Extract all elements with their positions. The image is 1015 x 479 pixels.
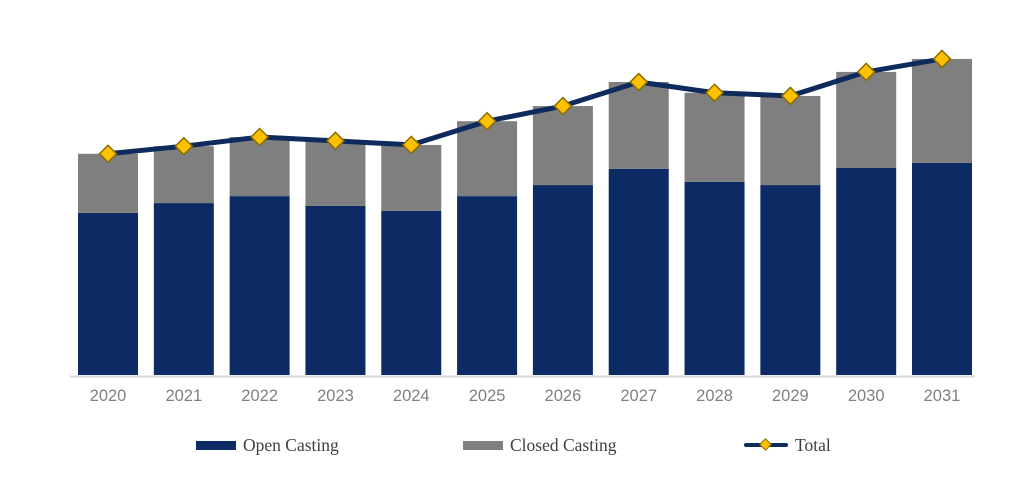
x-tick-2024: 2024 [393, 387, 430, 405]
total-marker-2027 [629, 72, 649, 92]
bar-open-casting-2025 [457, 196, 518, 375]
bar-open-casting-2026 [532, 185, 593, 375]
total-line [105, 56, 945, 157]
x-axis-tick-labels: 2020 2021 2022 2023 2024 2025 2026 2027 2028 2029… [90, 387, 961, 405]
bar-open-casting-2028 [684, 181, 745, 375]
bar-closed-casting-2020 [78, 153, 138, 213]
bar-closed-casting-2026 [532, 106, 593, 186]
x-tick-2028: 2028 [696, 387, 733, 405]
chart-legend: Open Casting Closed Casting Total [0, 431, 1015, 459]
bar-open-casting-2024 [381, 210, 442, 375]
x-tick-2023: 2023 [317, 387, 354, 405]
x-tick-2020: 2020 [90, 387, 127, 405]
total-marker-2028 [704, 83, 725, 103]
x-tick-2026: 2026 [545, 387, 582, 405]
bar-closed-casting-2027 [608, 82, 669, 169]
open-casting-swatch [196, 440, 236, 450]
legend-item-open-casting: Open Casting [196, 431, 339, 459]
total-line-markers [98, 49, 952, 164]
x-tick-2027: 2027 [620, 387, 657, 405]
closed-casting-bars [78, 58, 972, 213]
x-tick-2025: 2025 [469, 387, 506, 405]
total-marker-2029 [780, 86, 800, 106]
bar-open-casting-2023 [305, 205, 366, 375]
bar-closed-casting-2022 [229, 137, 290, 197]
legend-item-total: Total [744, 431, 831, 459]
total-marker-2022 [250, 127, 270, 147]
bar-closed-casting-2025 [457, 121, 518, 197]
bar-closed-casting-2030 [836, 71, 897, 168]
x-tick-2031: 2031 [924, 387, 961, 405]
total-marker-2025 [477, 111, 497, 131]
bar-closed-casting-2028 [684, 92, 745, 182]
total-marker-2031 [932, 49, 952, 69]
closed-casting-swatch [463, 440, 503, 450]
total-marker-2023 [325, 131, 346, 151]
bar-closed-casting-2023 [305, 140, 366, 206]
legend-item-closed-casting: Closed Casting [463, 431, 616, 459]
total-marker-2026 [553, 96, 573, 116]
stacked-bar-line-chart: 2020 2021 2022 2023 2024 2025 2026 2027 2028 2029… [70, 49, 975, 405]
bar-open-casting-2029 [760, 185, 821, 375]
bar-open-casting-2022 [229, 196, 290, 375]
legend-label-total: Total [795, 434, 831, 455]
total-marker-2021 [174, 136, 194, 156]
bar-closed-casting-2029 [760, 95, 821, 186]
legend-label-open-casting: Open Casting [243, 434, 339, 455]
total-marker-2030 [856, 62, 876, 82]
total-line-path [105, 56, 945, 157]
x-tick-2021: 2021 [165, 387, 202, 405]
bar-open-casting-2020 [78, 212, 138, 375]
total-marker-2024 [401, 135, 421, 155]
x-tick-2022: 2022 [241, 387, 278, 405]
bar-open-casting-2030 [836, 167, 897, 375]
bar-open-casting-2031 [911, 162, 972, 375]
x-tick-2030: 2030 [848, 387, 885, 405]
bar-closed-casting-2031 [911, 58, 972, 163]
bar-open-casting-2021 [153, 203, 214, 375]
total-line-swatch [744, 436, 788, 454]
open-casting-bars [78, 162, 972, 375]
bar-open-casting-2027 [608, 168, 669, 375]
bar-closed-casting-2024 [381, 144, 442, 211]
total-diamond-marker-icon [759, 438, 772, 451]
x-tick-2029: 2029 [772, 387, 809, 405]
total-marker-2020 [98, 144, 118, 164]
legend-label-closed-casting: Closed Casting [510, 434, 617, 455]
